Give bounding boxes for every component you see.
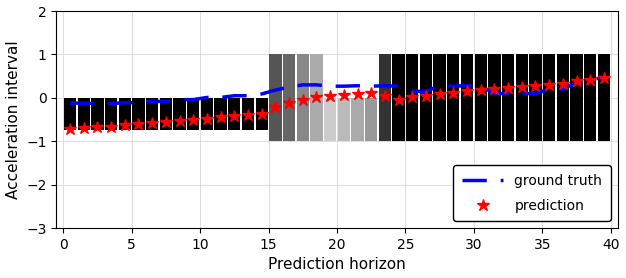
Bar — [160, 98, 172, 130]
Bar — [584, 54, 597, 141]
Bar — [502, 54, 514, 141]
Bar — [118, 98, 131, 130]
Bar — [146, 98, 158, 130]
Bar — [516, 54, 528, 141]
Bar — [283, 54, 295, 141]
Bar — [406, 54, 418, 141]
Bar — [337, 98, 350, 141]
Bar — [475, 54, 487, 141]
Bar — [461, 54, 473, 141]
Bar — [433, 54, 446, 141]
Bar — [420, 54, 432, 141]
Y-axis label: Acceleration interval: Acceleration interval — [6, 40, 21, 199]
Bar — [91, 98, 103, 130]
Bar — [255, 98, 268, 130]
Bar — [173, 98, 186, 130]
Bar — [570, 54, 583, 141]
Bar — [297, 54, 309, 141]
Bar — [598, 54, 610, 141]
Bar — [557, 54, 569, 141]
Bar — [351, 98, 364, 141]
Legend: ground truth, prediction: ground truth, prediction — [453, 165, 611, 221]
Bar — [365, 98, 377, 141]
Bar — [228, 98, 240, 130]
Bar — [393, 54, 405, 141]
X-axis label: Prediction horizon: Prediction horizon — [268, 257, 406, 272]
Bar — [310, 54, 322, 141]
Bar — [64, 98, 76, 130]
Bar — [324, 98, 336, 141]
Bar — [78, 98, 90, 130]
Bar — [132, 98, 145, 130]
Bar — [105, 98, 117, 130]
Bar — [530, 54, 541, 141]
Bar — [215, 98, 227, 130]
Bar — [269, 54, 282, 141]
Bar — [242, 98, 254, 130]
Bar — [201, 98, 213, 130]
Bar — [543, 54, 555, 141]
Bar — [379, 54, 391, 141]
Bar — [447, 54, 459, 141]
Bar — [488, 54, 501, 141]
Bar — [187, 98, 200, 130]
